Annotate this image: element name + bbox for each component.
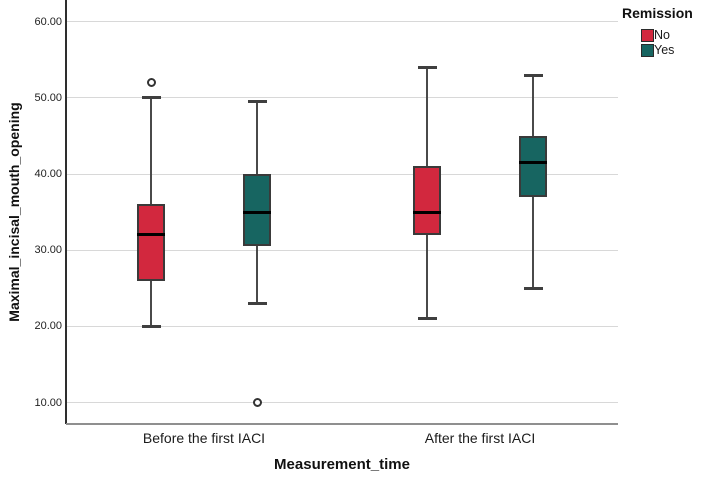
y-tick-label: 30.00 — [34, 244, 62, 257]
legend-label-no: No — [654, 28, 670, 42]
legend-items: No Yes — [622, 28, 709, 58]
legend-item-no: No — [641, 28, 709, 43]
outlier-point — [252, 398, 262, 407]
y-tick-label: 40.00 — [34, 168, 62, 181]
y-gridline — [66, 21, 618, 23]
whisker-cap-high — [523, 73, 543, 77]
whisker-cap-high — [141, 96, 161, 100]
y-axis-line — [65, 0, 67, 424]
whisker-cap-high — [247, 100, 267, 104]
x-axis-title: Measurement_time — [274, 456, 410, 473]
legend: Remission No Yes — [622, 5, 709, 58]
median-line — [137, 233, 165, 237]
box-no-1 — [413, 166, 441, 235]
legend-swatch-yes-icon — [641, 44, 654, 57]
whisker-cap-low — [523, 286, 543, 290]
median-line — [519, 161, 547, 165]
box-no-0 — [137, 204, 165, 281]
legend-swatch-no-icon — [641, 29, 654, 42]
y-tick-label: 10.00 — [34, 396, 62, 409]
y-axis-title: Maximal_incisal_mouth_opening — [6, 102, 22, 322]
outlier-point — [146, 78, 156, 88]
y-gridline — [66, 173, 618, 175]
whisker-cap-high — [417, 65, 437, 69]
y-gridline — [66, 97, 618, 99]
x-category-label-before: Before the first IACI — [142, 430, 266, 446]
legend-item-yes: Yes — [641, 43, 709, 58]
whisker-cap-low — [247, 301, 267, 305]
y-gridline — [66, 325, 618, 327]
y-gridline — [66, 402, 618, 403]
median-line — [243, 210, 271, 214]
y-tick-label: 20.00 — [34, 320, 62, 333]
y-tick-label: 50.00 — [34, 91, 62, 104]
x-category-label-after: After the first IACI — [424, 430, 536, 446]
whisker-cap-low — [417, 317, 437, 321]
y-gridline — [66, 249, 618, 251]
box-yes-1 — [519, 135, 547, 197]
median-line — [413, 210, 441, 214]
y-tick-label: 60.00 — [34, 15, 62, 28]
legend-label-yes: Yes — [654, 43, 675, 57]
whisker-cap-low — [141, 324, 161, 328]
box-yes-0 — [243, 174, 271, 247]
x-axis-line — [66, 423, 618, 425]
legend-title: Remission — [622, 5, 693, 21]
